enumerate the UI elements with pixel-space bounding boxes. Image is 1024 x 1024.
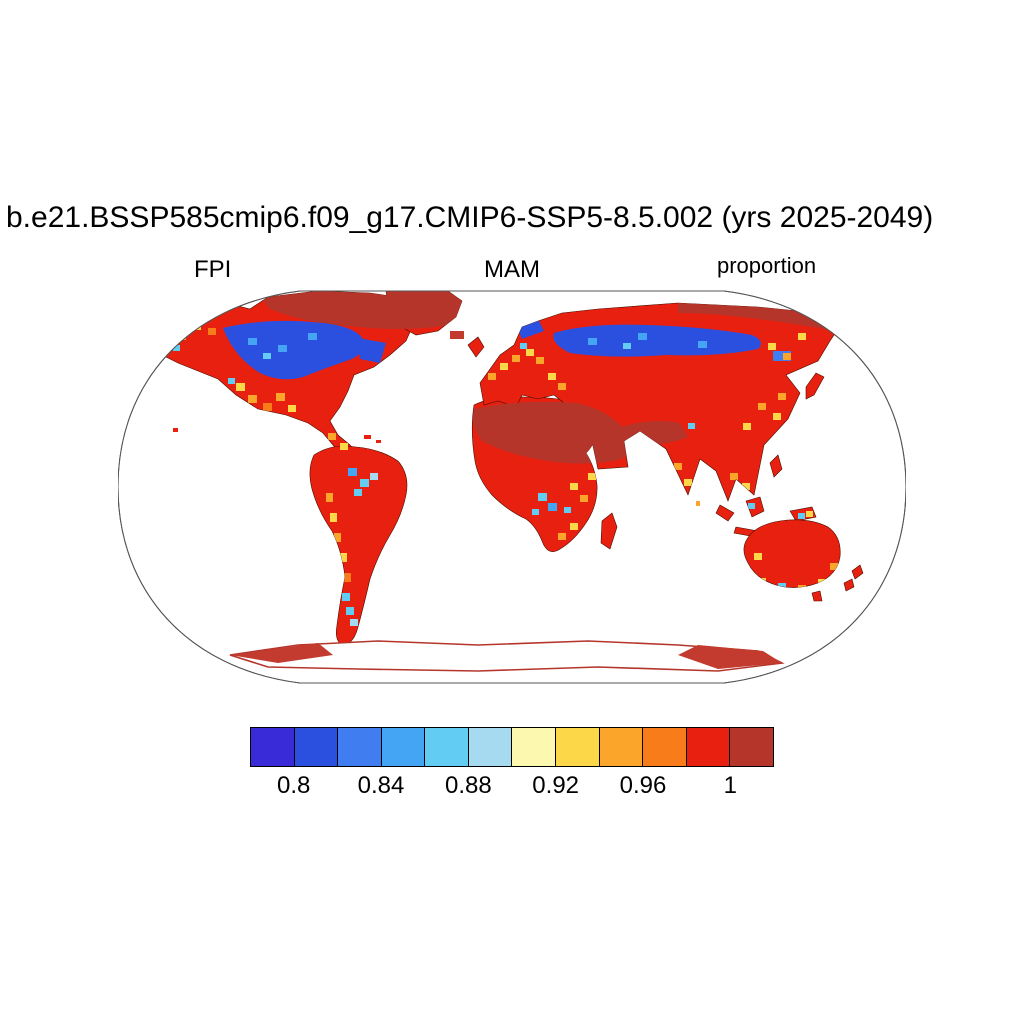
colorbar-boxes bbox=[250, 727, 774, 767]
units-label: proportion bbox=[717, 253, 817, 278]
colorbar-box bbox=[468, 728, 513, 766]
colorbar-box bbox=[556, 728, 600, 766]
colorbar-labels: 0.8 0.84 0.88 0.92 0.96 1 bbox=[250, 767, 774, 803]
season-label: MAM bbox=[484, 256, 540, 283]
colorbar-tick-label: 0.8 bbox=[276, 772, 311, 799]
colorbar: 0.8 0.84 0.88 0.92 0.96 1 bbox=[250, 727, 774, 803]
colorbar-box bbox=[381, 728, 426, 766]
colorbar-box bbox=[686, 728, 731, 766]
plot-title: b.e21.BSSP585cmip6.f09_g17.CMIP6-SSP5-8.… bbox=[6, 201, 934, 234]
colorbar-tick-label: 0.96 bbox=[619, 772, 667, 799]
colorbar-tick-label: 0.84 bbox=[357, 772, 405, 799]
colorbar-tick-label: 0.88 bbox=[444, 772, 492, 799]
world-map bbox=[118, 283, 906, 692]
colorbar-box bbox=[338, 728, 382, 766]
colorbar-box bbox=[251, 728, 295, 766]
colorbar-box bbox=[425, 728, 469, 766]
colorbar-box bbox=[599, 728, 644, 766]
robinson-map-svg bbox=[118, 290, 906, 684]
colorbar-box bbox=[643, 728, 687, 766]
colorbar-box bbox=[294, 728, 339, 766]
variable-label: FPI bbox=[194, 256, 232, 283]
colorbar-tick-label: 0.92 bbox=[532, 772, 580, 799]
colorbar-box bbox=[730, 728, 773, 766]
colorbar-tick-label: 1 bbox=[723, 772, 738, 799]
colorbar-box bbox=[512, 728, 557, 766]
